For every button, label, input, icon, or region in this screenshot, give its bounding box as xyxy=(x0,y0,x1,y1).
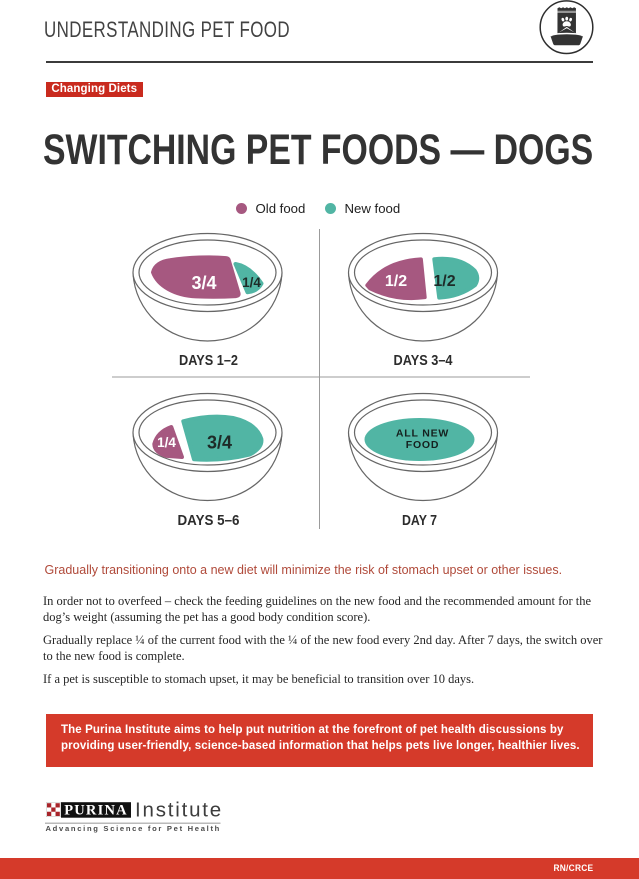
svg-text:3/4: 3/4 xyxy=(191,273,216,293)
svg-text:ALL NEW: ALL NEW xyxy=(396,428,449,440)
svg-text:1/2: 1/2 xyxy=(385,273,407,290)
svg-text:Institute: Institute xyxy=(135,798,223,821)
svg-text:1/4: 1/4 xyxy=(157,435,176,450)
svg-text:DAYS 5–6: DAYS 5–6 xyxy=(178,513,240,529)
svg-text:1/4: 1/4 xyxy=(242,275,261,290)
svg-text:Advancing Science for Pet Heal: Advancing Science for Pet Health xyxy=(46,824,222,833)
svg-text:FOOD: FOOD xyxy=(406,439,440,451)
svg-text:DAY 7: DAY 7 xyxy=(402,513,437,529)
svg-text:1/2: 1/2 xyxy=(433,273,455,290)
svg-text:DAYS 1–2: DAYS 1–2 xyxy=(179,353,238,369)
svg-text:PURINA: PURINA xyxy=(64,803,128,819)
svg-text:DAYS 3–4: DAYS 3–4 xyxy=(394,353,453,369)
svg-text:3/4: 3/4 xyxy=(207,433,232,453)
